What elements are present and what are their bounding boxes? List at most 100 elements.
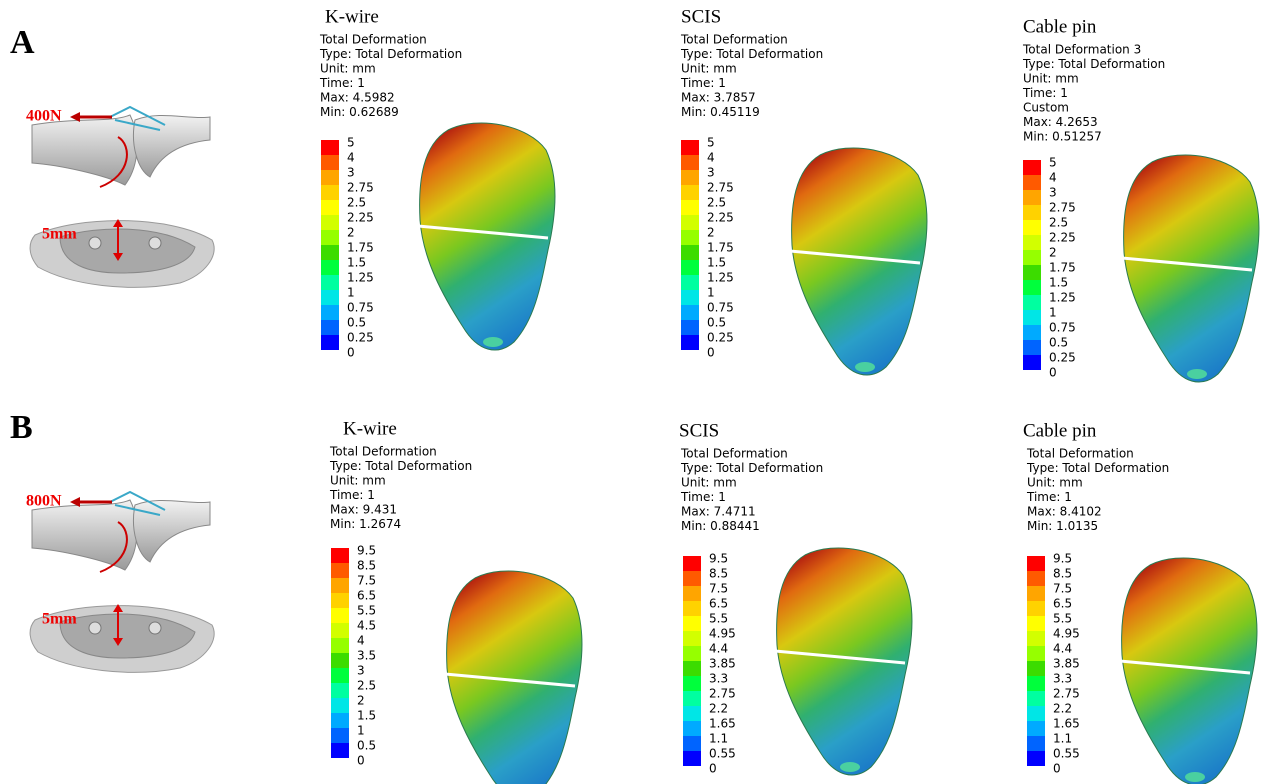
info-line: Total Deformation (329, 445, 437, 459)
legend-swatch (681, 290, 699, 305)
legend-label: 5.5 (709, 612, 728, 626)
legend-swatch (1027, 736, 1045, 751)
legend-swatch (1023, 220, 1041, 235)
legend-label: 1.5 (707, 256, 726, 270)
legend-swatch (331, 698, 349, 713)
legend-swatch (321, 290, 339, 305)
legend-swatch (1023, 265, 1041, 280)
legend-swatch (1027, 631, 1045, 646)
panel-title: Cable pin (1023, 16, 1097, 37)
legend-swatch (331, 668, 349, 683)
hole (89, 237, 101, 249)
info-line: Min: 0.88441 (681, 519, 760, 533)
legend-swatch (681, 185, 699, 200)
legend-swatch (683, 691, 701, 706)
panel-letter: A (10, 24, 35, 61)
legend-label: 3.85 (1053, 657, 1080, 671)
femur (32, 115, 137, 185)
legend-label: 2.75 (1053, 687, 1080, 701)
legend-label: 1.25 (1049, 291, 1076, 305)
legend-swatch (321, 275, 339, 290)
legend-label: 4.5 (357, 619, 376, 633)
info-line: Time: 1 (680, 76, 726, 90)
legend-swatch (683, 676, 701, 691)
legend-swatch (683, 751, 701, 766)
legend-swatch (683, 736, 701, 751)
legend-swatch (683, 721, 701, 736)
legend-label: 0.5 (357, 739, 376, 753)
legend-label: 7.5 (357, 574, 376, 588)
info-line: Min: 1.0135 (1027, 519, 1098, 533)
info-line: Min: 0.45119 (681, 105, 760, 119)
legend-swatch (1027, 646, 1045, 661)
legend-swatch (683, 646, 701, 661)
model-foot (855, 362, 875, 372)
legend-label: 0.5 (707, 316, 726, 330)
legend-label: 0.5 (347, 316, 366, 330)
legend-label: 1 (707, 286, 715, 300)
legend-swatch (321, 230, 339, 245)
legend-swatch (681, 155, 699, 170)
legend-label: 1.75 (1049, 261, 1076, 275)
legend-label: 1.5 (1049, 276, 1068, 290)
legend-label: 3.3 (1053, 672, 1072, 686)
info-line: Unit: mm (681, 476, 737, 490)
legend-label: 1.75 (707, 241, 734, 255)
legend-swatch (681, 200, 699, 215)
info-line: Total Deformation (1026, 447, 1134, 461)
panel-title: K-wire (343, 418, 397, 439)
legend-swatch (1027, 661, 1045, 676)
legend-label: 5 (707, 136, 715, 150)
legend-label: 2.75 (1049, 201, 1076, 215)
legend-label: 0.25 (347, 331, 374, 345)
legend-swatch (1027, 571, 1045, 586)
legend-label: 7.5 (709, 582, 728, 596)
legend-label: 1.1 (1053, 732, 1072, 746)
legend-label: 2 (347, 226, 355, 240)
legend-swatch (1027, 751, 1045, 766)
deformation-model (1122, 155, 1259, 382)
legend-swatch (331, 593, 349, 608)
force-label: 800N (26, 493, 62, 510)
legend-swatch (1027, 676, 1045, 691)
legend-swatch (321, 245, 339, 260)
legend-swatch (1023, 190, 1041, 205)
legend-swatch (1023, 355, 1041, 370)
info-line: Max: 4.5982 (320, 91, 395, 105)
legend-swatch (1023, 250, 1041, 265)
legend-swatch (331, 548, 349, 563)
info-line: Max: 3.7857 (681, 91, 756, 105)
panel-title: SCIS (679, 420, 719, 441)
info-line: Type: Total Deformation (680, 47, 823, 61)
legend-label: 1.5 (347, 256, 366, 270)
legend-swatch (683, 706, 701, 721)
legend-label: 4 (357, 634, 365, 648)
legend-swatch (681, 215, 699, 230)
legend-swatch (683, 556, 701, 571)
info-line: Type: Total Deformation (1022, 57, 1165, 71)
legend-label: 1.1 (709, 732, 728, 746)
hole (89, 622, 101, 634)
legend-swatch (681, 335, 699, 350)
legend-label: 6.5 (1053, 597, 1072, 611)
legend-swatch (1023, 295, 1041, 310)
legend-swatch (1023, 325, 1041, 340)
legend-label: 0 (707, 346, 715, 360)
legend-label: 0.5 (1049, 336, 1068, 350)
legend-swatch (681, 320, 699, 335)
legend-swatch (681, 260, 699, 275)
legend-label: 5 (1049, 156, 1057, 170)
legend-swatch (681, 140, 699, 155)
info-line: Total Deformation (680, 447, 788, 461)
info-line: Time: 1 (329, 488, 375, 502)
legend-swatch (331, 743, 349, 758)
legend-label: 2.25 (1049, 231, 1076, 245)
legend-label: 2.75 (347, 181, 374, 195)
legend-swatch (681, 230, 699, 245)
info-line: Type: Total Deformation (680, 461, 823, 475)
legend-label: 0.55 (1053, 747, 1080, 761)
legend-label: 3 (357, 664, 365, 678)
legend-swatch (321, 215, 339, 230)
model-foot (840, 762, 860, 772)
legend-swatch (321, 185, 339, 200)
